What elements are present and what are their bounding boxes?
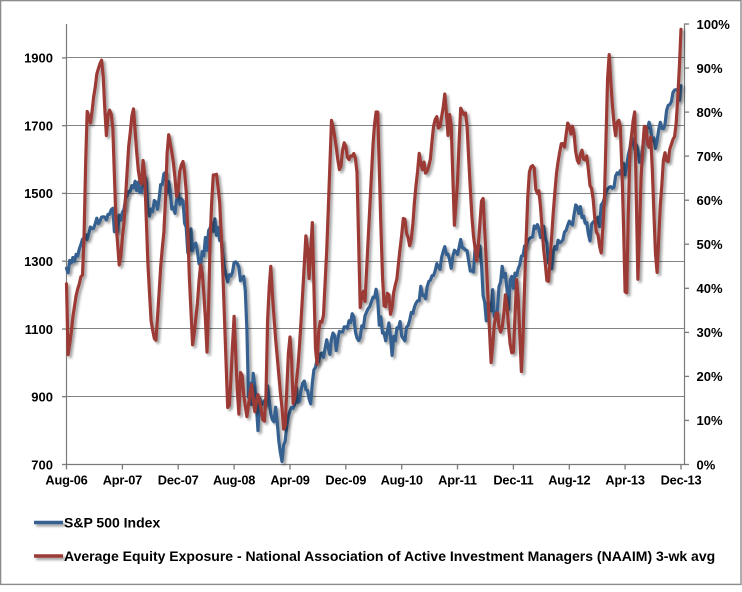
svg-text:30%: 30% bbox=[697, 325, 723, 340]
svg-text:100%: 100% bbox=[697, 17, 731, 32]
svg-text:50%: 50% bbox=[697, 237, 723, 252]
svg-text:40%: 40% bbox=[697, 281, 723, 296]
svg-text:Apr-09: Apr-09 bbox=[270, 473, 309, 488]
svg-text:10%: 10% bbox=[697, 413, 723, 428]
svg-text:700: 700 bbox=[31, 457, 53, 472]
svg-text:90%: 90% bbox=[697, 61, 723, 76]
svg-text:0%: 0% bbox=[697, 457, 716, 472]
svg-text:Dec-07: Dec-07 bbox=[158, 473, 199, 488]
svg-text:Aug-10: Aug-10 bbox=[381, 473, 423, 488]
svg-text:80%: 80% bbox=[697, 105, 723, 120]
svg-text:1700: 1700 bbox=[24, 119, 53, 134]
svg-text:1300: 1300 bbox=[24, 254, 53, 269]
svg-text:70%: 70% bbox=[697, 149, 723, 164]
svg-text:Apr-13: Apr-13 bbox=[605, 473, 644, 488]
svg-text:Dec-09: Dec-09 bbox=[325, 473, 366, 488]
svg-text:900: 900 bbox=[31, 390, 53, 405]
svg-text:1500: 1500 bbox=[24, 186, 53, 201]
svg-text:Dec-13: Dec-13 bbox=[661, 473, 702, 488]
svg-text:Apr-11: Apr-11 bbox=[438, 473, 477, 488]
svg-text:S&P 500 Index: S&P 500 Index bbox=[64, 515, 160, 531]
svg-text:20%: 20% bbox=[697, 369, 723, 384]
svg-text:Average Equity Exposure - Nati: Average Equity Exposure - National Assoc… bbox=[64, 548, 715, 564]
svg-text:Aug-12: Aug-12 bbox=[548, 473, 590, 488]
svg-text:Aug-08: Aug-08 bbox=[213, 473, 255, 488]
svg-text:1900: 1900 bbox=[24, 51, 53, 66]
svg-text:Dec-11: Dec-11 bbox=[493, 473, 533, 488]
svg-text:1100: 1100 bbox=[25, 322, 53, 337]
svg-text:Apr-07: Apr-07 bbox=[103, 473, 142, 488]
svg-text:Aug-06: Aug-06 bbox=[45, 473, 87, 488]
svg-text:60%: 60% bbox=[697, 193, 723, 208]
